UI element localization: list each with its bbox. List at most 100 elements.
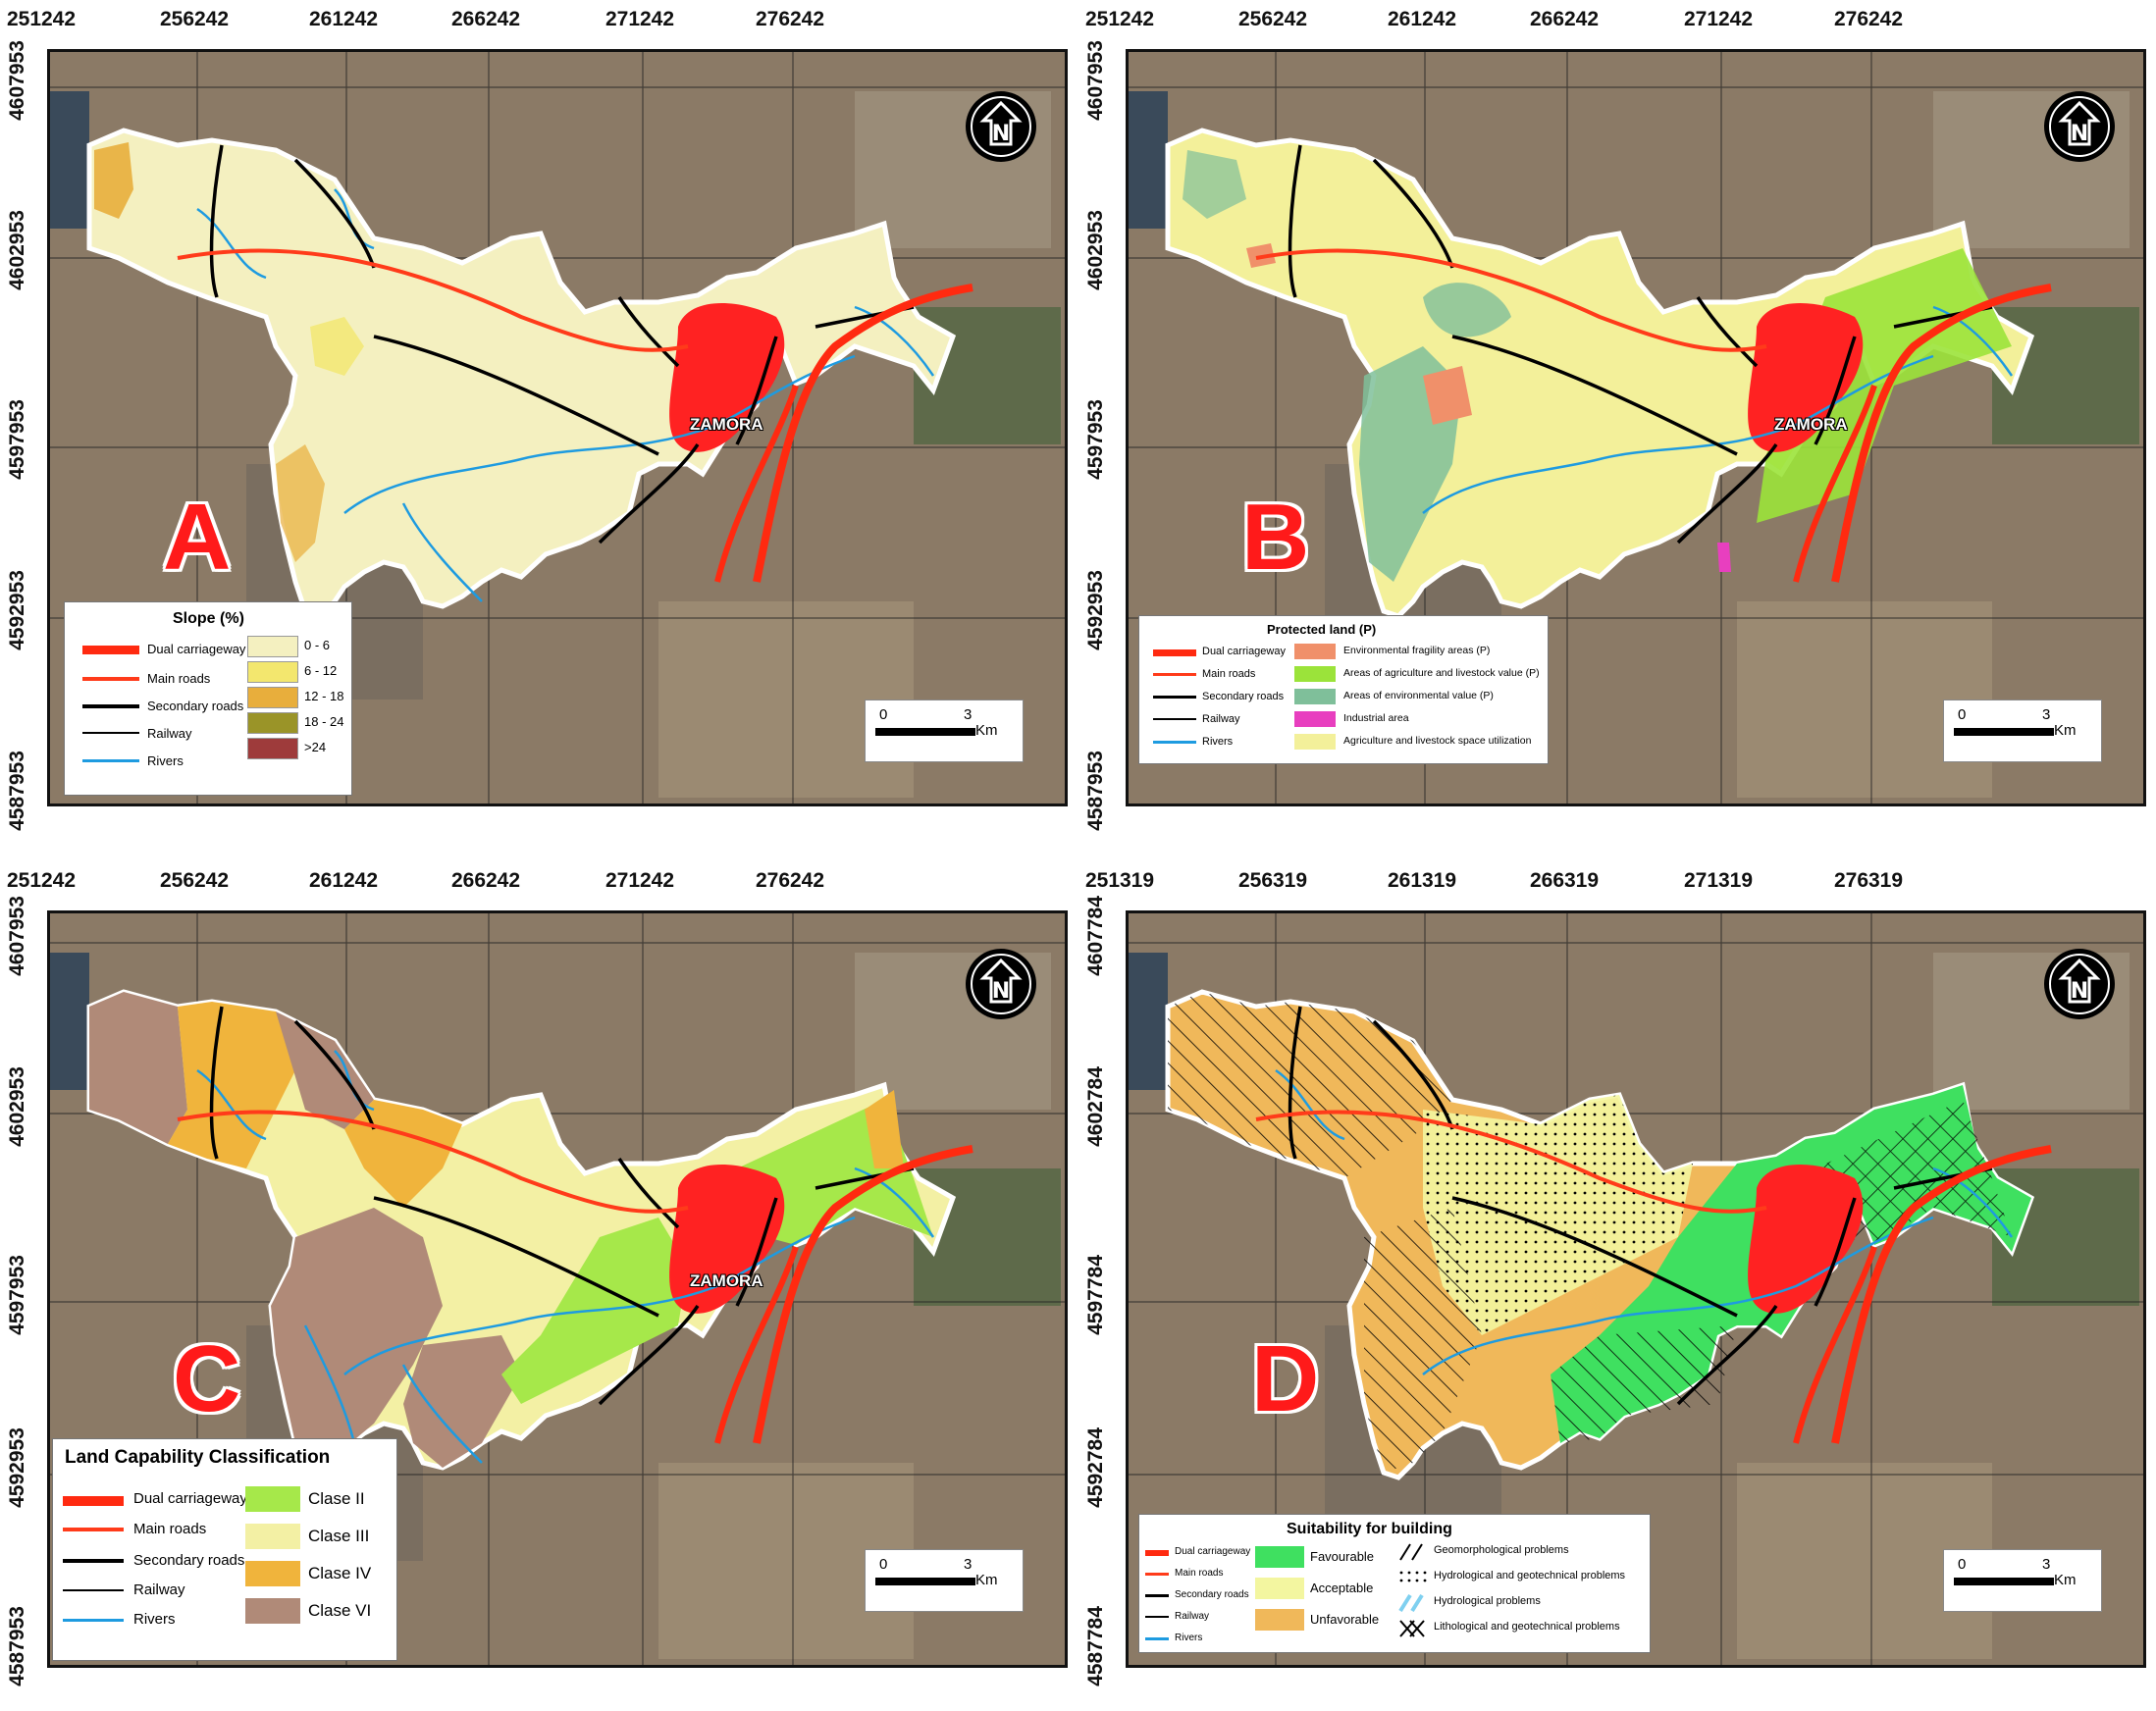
legend-swatch-railway (63, 1589, 124, 1591)
x-tick: 256242 (159, 8, 230, 30)
map-frame: ZAMORA A N 0 3 Km Slope (%) Dual carriag… (47, 49, 1068, 806)
legend-item: Acceptable (1310, 1581, 1374, 1595)
panel-letter: B (1241, 485, 1310, 590)
map-frame: D N 0 3 Km Suitability for building Dual… (1126, 910, 2146, 1668)
x-tick: 271319 (1683, 869, 1754, 892)
satellite-basemap (50, 913, 1065, 1665)
legend-swatch-secondary (1153, 696, 1196, 699)
legend-title: Land Capability Classification (65, 1447, 331, 1468)
hatch-hydrological-icon (1398, 1593, 1424, 1613)
scale-zero: 0 (1958, 706, 1967, 723)
satellite-basemap (1129, 52, 2143, 804)
legend-item: Railway (1202, 713, 1240, 725)
legend-item: Industrial area (1343, 712, 1409, 724)
x-tick: 251242 (6, 869, 77, 892)
map-panel-a: 251242 256242 261242 266242 271242 27624… (0, 0, 1078, 856)
legend: Suitability for building Dual carriagewa… (1138, 1514, 1651, 1653)
legend-swatch-class (247, 712, 298, 734)
hatch-geomorphological-icon (1399, 1543, 1423, 1561)
legend-item: Main roads (133, 1521, 207, 1537)
legend-swatch-class (245, 1486, 300, 1512)
legend-swatch-dual (1153, 649, 1196, 656)
legend-title: Slope (%) (173, 610, 244, 627)
panel-letter: A (163, 485, 232, 590)
x-tick: 251242 (1084, 8, 1155, 30)
x-tick: 276242 (755, 8, 825, 30)
legend-swatch-railway (1153, 718, 1196, 720)
city-label: ZAMORA (1774, 415, 1848, 434)
legend: Slope (%) Dual carriageway Main roads Se… (64, 601, 352, 796)
legend-item: Rivers (133, 1611, 176, 1628)
y-tick: 4597953 (1084, 399, 1107, 480)
y-tick: 4587953 (1084, 751, 1107, 831)
legend-item: Rivers (1175, 1633, 1203, 1643)
legend-item: Dual carriageway (133, 1490, 247, 1507)
x-tick: 266319 (1529, 869, 1600, 892)
scale-bar-line (875, 1578, 975, 1585)
panel-letter: C (173, 1326, 241, 1431)
y-tick: 4587953 (6, 751, 28, 831)
y-tick: 4597953 (6, 399, 28, 480)
x-tick: 256242 (159, 869, 230, 892)
legend-swatch-class (247, 687, 298, 708)
legend-item: Main roads (147, 671, 211, 686)
legend-item: Dual carriageway (1202, 646, 1286, 657)
x-tick: 256319 (1237, 869, 1308, 892)
legend-item: Secondary roads (1202, 691, 1285, 702)
x-tick: 276319 (1833, 869, 1904, 892)
panel-letter: D (1251, 1326, 1320, 1431)
legend-item: Areas of environmental value (P) (1343, 690, 1494, 701)
legend-swatch-class (1255, 1609, 1304, 1631)
legend-swatch-dual (63, 1496, 124, 1506)
legend-item: Rivers (1202, 736, 1234, 748)
y-tick: 4592953 (6, 1427, 28, 1508)
legend-item: Railway (1175, 1611, 1210, 1622)
city-label: ZAMORA (690, 415, 763, 434)
legend-swatch-class (1255, 1546, 1304, 1568)
scale-bar: 0 3 Km (1943, 700, 2102, 762)
legend-item: Hydrological problems (1434, 1595, 1541, 1607)
scale-unit: Km (2054, 1572, 2077, 1588)
svg-text:N: N (2071, 122, 2088, 146)
legend-item: Lithological and geotechnical problems (1434, 1621, 1620, 1633)
x-tick: 266242 (450, 8, 521, 30)
svg-text:N: N (992, 122, 1010, 146)
legend-item: Dual carriageway (1175, 1546, 1251, 1557)
scale-three: 3 (2042, 1556, 2051, 1573)
x-tick: 251319 (1084, 869, 1155, 892)
x-tick: 266242 (450, 869, 521, 892)
legend-swatch-class (245, 1524, 300, 1549)
legend-item: 6 - 12 (304, 663, 338, 678)
x-tick: 251242 (6, 8, 77, 30)
scale-three: 3 (2042, 706, 2051, 723)
x-tick: 276242 (755, 869, 825, 892)
legend-swatch-class (247, 636, 298, 657)
legend-swatch-class (247, 738, 298, 759)
legend-item: >24 (304, 740, 327, 754)
x-tick: 271242 (605, 8, 675, 30)
x-tick: 261242 (308, 8, 379, 30)
x-tick: 271242 (605, 869, 675, 892)
legend-item: Clase IV (308, 1564, 372, 1582)
scale-bar-line (1954, 728, 2054, 736)
legend-swatch-railway (82, 732, 139, 734)
dots-hydro-geotechnical-icon (1399, 1571, 1427, 1582)
legend-item: 18 - 24 (304, 714, 344, 729)
legend-item: Clase III (308, 1527, 370, 1545)
y-tick: 4602953 (6, 1066, 28, 1147)
x-tick: 276242 (1833, 8, 1904, 30)
y-tick: 4602953 (6, 210, 28, 290)
legend-item: Secondary roads (133, 1552, 245, 1569)
legend-swatch-dual (1145, 1550, 1169, 1556)
north-arrow-icon: N (966, 949, 1036, 1019)
legend-swatch-main (82, 677, 139, 681)
x-tick: 261242 (1387, 8, 1457, 30)
legend-item: 12 - 18 (304, 689, 344, 703)
y-tick: 4602784 (1084, 1066, 1107, 1147)
legend-swatch-rivers (1145, 1637, 1169, 1640)
y-tick: 4587953 (6, 1606, 28, 1686)
legend-swatch-dual (82, 646, 139, 654)
legend-item: 0 - 6 (304, 638, 331, 652)
legend-item: Hydrological and geotechnical problems (1434, 1570, 1626, 1581)
scale-unit: Km (2054, 722, 2077, 739)
